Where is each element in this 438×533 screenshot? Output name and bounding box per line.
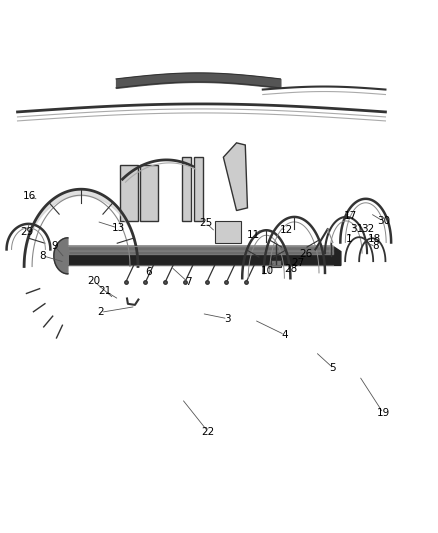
Text: 11: 11 [247,230,260,239]
Text: 10: 10 [261,266,274,276]
Polygon shape [223,143,247,211]
Text: 27: 27 [291,259,304,268]
Text: 26: 26 [299,249,312,259]
Text: 8: 8 [372,241,379,251]
Polygon shape [54,238,68,274]
Text: 9: 9 [51,241,58,251]
Text: 16: 16 [23,191,36,201]
Text: 13: 13 [112,223,125,233]
Text: 1: 1 [346,234,353,244]
Text: 18: 18 [368,234,381,244]
Text: 3: 3 [224,314,231,324]
Text: 5: 5 [329,363,336,373]
Text: 17: 17 [344,211,357,221]
Bar [120,165,138,221]
Bar [215,221,241,243]
Text: 30: 30 [377,216,390,226]
Text: 2: 2 [97,308,104,317]
Bar [140,165,158,221]
Text: 7: 7 [185,278,192,287]
Text: 8: 8 [39,251,46,261]
Text: 19: 19 [377,408,390,418]
Text: 20: 20 [88,277,101,286]
Text: 25: 25 [199,218,212,228]
Bar [271,260,281,267]
Bar [194,157,203,221]
Text: 32: 32 [361,224,374,234]
Text: 4: 4 [281,330,288,340]
Bar [182,157,191,221]
Text: 31: 31 [350,224,364,234]
Text: 12: 12 [280,225,293,235]
Text: 22: 22 [201,427,215,437]
Text: 6: 6 [145,267,152,277]
Polygon shape [64,246,341,265]
Text: 29: 29 [21,227,34,237]
Text: 21: 21 [99,286,112,296]
Text: 28: 28 [285,264,298,274]
